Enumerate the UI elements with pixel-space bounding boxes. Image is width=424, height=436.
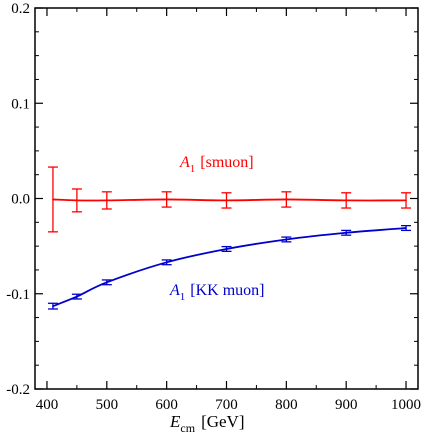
data-point	[225, 248, 228, 250]
data-point	[285, 238, 288, 241]
x-tick-label: 800	[275, 397, 298, 413]
data-point	[106, 281, 108, 284]
data-point	[405, 199, 407, 202]
data-point	[345, 231, 347, 234]
series-line-0	[52, 198, 407, 202]
data-point	[76, 199, 78, 202]
data-point	[345, 199, 347, 202]
series-layer	[47, 166, 412, 310]
y-tick-label: -0.1	[6, 287, 30, 303]
x-axis-title: Ecm [GeV]	[169, 412, 244, 435]
data-point	[165, 261, 168, 264]
y-tick-label: 0.1	[11, 96, 30, 112]
data-point	[285, 198, 288, 201]
y-tick-label: 0.2	[11, 1, 30, 17]
axis-tick-labels: 400 500 600 700 800 900 1000 -0.2 -0.1 0.0 0.1 0.2	[6, 1, 421, 413]
x-tick-label: 700	[215, 397, 238, 413]
data-point	[225, 199, 228, 202]
data-point	[52, 198, 54, 201]
data-point	[52, 305, 54, 307]
series-label-smuon: A1 [smuon]	[179, 154, 254, 175]
series-label-kk-muon: A1 [KK muon]	[169, 282, 265, 303]
axis-ticks	[35, 7, 418, 390]
x-tick-label: 1000	[391, 397, 421, 413]
x-tick-label: 400	[36, 397, 59, 413]
data-point	[76, 295, 78, 298]
y-tick-label: 0.0	[11, 192, 30, 208]
x-tick-label: 600	[155, 397, 178, 413]
x-tick-label: 500	[96, 397, 119, 413]
data-point	[106, 199, 108, 202]
series-line-1	[52, 227, 407, 307]
x-tick-label: 900	[335, 397, 358, 413]
data-point	[405, 227, 407, 229]
y-tick-label: -0.2	[6, 382, 30, 398]
data-point	[165, 198, 168, 201]
